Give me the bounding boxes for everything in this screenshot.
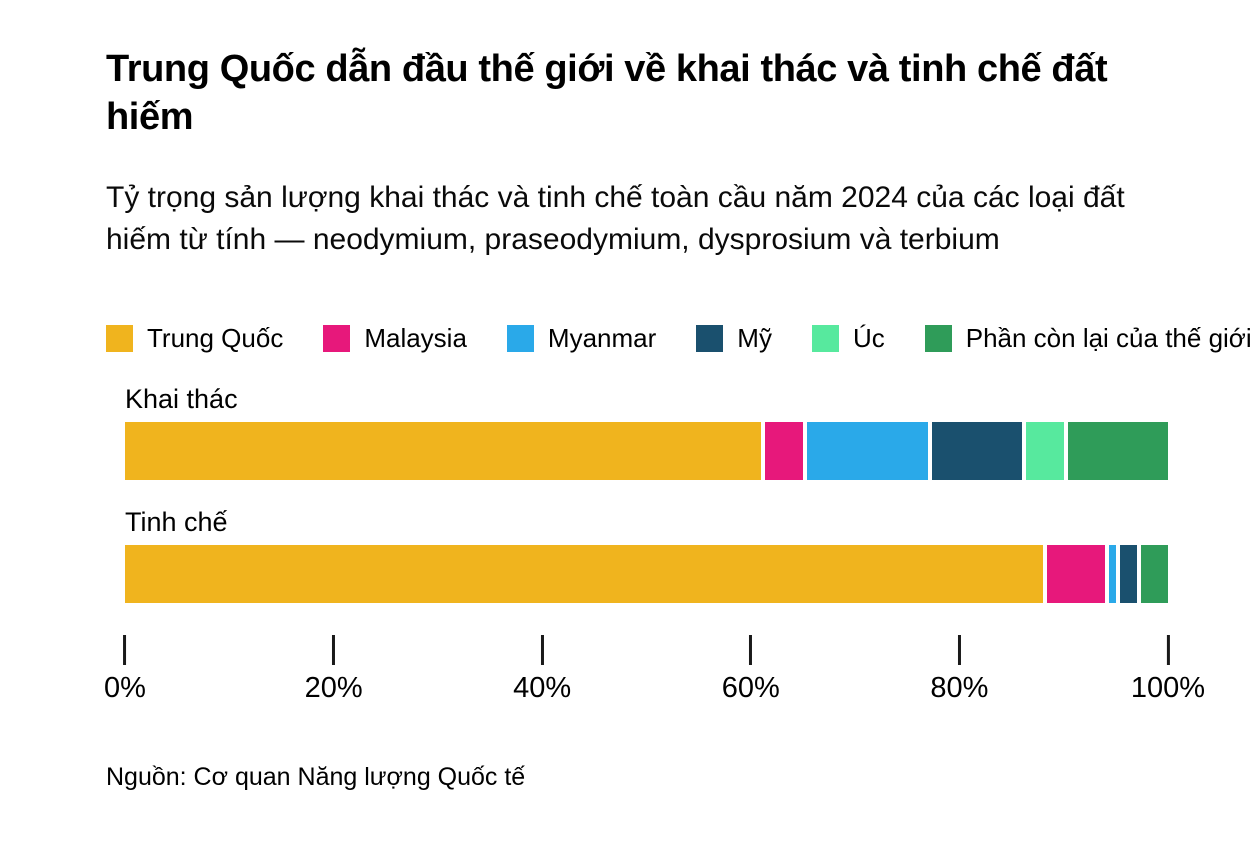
legend-label: Úc (852, 323, 885, 353)
legend-swatch-icon (323, 325, 351, 352)
axis-tick-label: 100% (1130, 672, 1206, 704)
x-axis: 0% 20% 40% 60% 80% 100% (104, 635, 1205, 709)
axis-tick-label: 80% (930, 672, 989, 704)
chart-page: Trung Quốc dẫn đầu thế giới về khai thác… (0, 46, 1260, 848)
axis-tick-mark (540, 635, 544, 665)
chart-subtitle: Tỷ trọng sản lượng khai thác và tinh chế… (106, 181, 1125, 256)
legend-label: Myanmar (547, 323, 657, 353)
axis-tick-mark (957, 635, 961, 665)
bar-segment-malaysia (1042, 545, 1106, 603)
axis-tick-label: 40% (513, 672, 572, 704)
legend-item: Mỹ (696, 323, 772, 354)
legend-label: Malaysia (364, 323, 467, 353)
legend-item: Phần còn lại của thế giới (924, 323, 1252, 354)
legend-item: Myanmar (506, 323, 657, 354)
legend-item: Malaysia (323, 323, 467, 354)
bar-segment--c (1021, 422, 1064, 480)
bar-segment-m- (928, 422, 1022, 480)
legend-swatch-icon (811, 325, 839, 352)
axis-tick-label: 0% (104, 672, 146, 704)
bar-label-mining: Khai thác (125, 384, 238, 414)
legend-item: Úc (811, 323, 885, 354)
legend-swatch-icon (106, 325, 133, 352)
bar-segment-trung-qu-c (125, 422, 762, 480)
axis-tick-mark (1166, 635, 1170, 665)
axis-tick: 100% (1131, 635, 1205, 705)
axis-tick-label: 20% (304, 672, 363, 704)
legend-label: Mỹ (737, 323, 772, 353)
axis-tick: 20% (305, 635, 363, 705)
legend-swatch-icon (506, 325, 534, 352)
axis-tick-mark (749, 635, 753, 665)
axis-tick-mark (332, 635, 336, 665)
axis-tick-mark (123, 635, 127, 665)
bar-refining (125, 545, 1168, 603)
bar-mining (125, 422, 1168, 480)
axis-tick: 60% (722, 635, 780, 705)
bar-segment-myanmar (802, 422, 929, 480)
bar-segment-m- (1115, 545, 1137, 603)
legend-swatch-icon (696, 325, 724, 352)
axis-tick: 80% (930, 635, 988, 705)
source-note: Nguồn: Cơ quan Năng lượng Quốc tế (106, 763, 526, 791)
legend-label: Trung Quốc (147, 323, 284, 353)
bar-segment-ph-n-c-n-l-i-c-a-th-gi-i (1063, 422, 1168, 480)
chart-title: Trung Quốc dẫn đầu thế giới về khai thác… (106, 48, 1108, 138)
bar-segment-ph-n-c-n-l-i-c-a-th-gi-i (1136, 545, 1168, 603)
bar-label-refining: Tinh chế (125, 507, 228, 537)
axis-tick-label: 60% (721, 672, 780, 704)
legend: Trung Quốc Malaysia Myanmar Mỹ Úc Phần còn lạ… (106, 323, 1252, 354)
legend-swatch-icon (924, 325, 952, 352)
legend-label: Phần còn lại của thế giới (965, 323, 1252, 353)
bar-segment-myanmar (1105, 545, 1116, 603)
legend-item: Trung Quốc (106, 323, 283, 354)
axis-tick: 0% (104, 635, 146, 705)
bar-segment-trung-qu-c (125, 545, 1043, 603)
stacked-bar-chart: Khai thác Tinh chế 0% 20% 40% 60% 80% 100% (104, 384, 1205, 709)
axis-tick: 40% (513, 635, 571, 705)
bar-segment-malaysia (761, 422, 803, 480)
